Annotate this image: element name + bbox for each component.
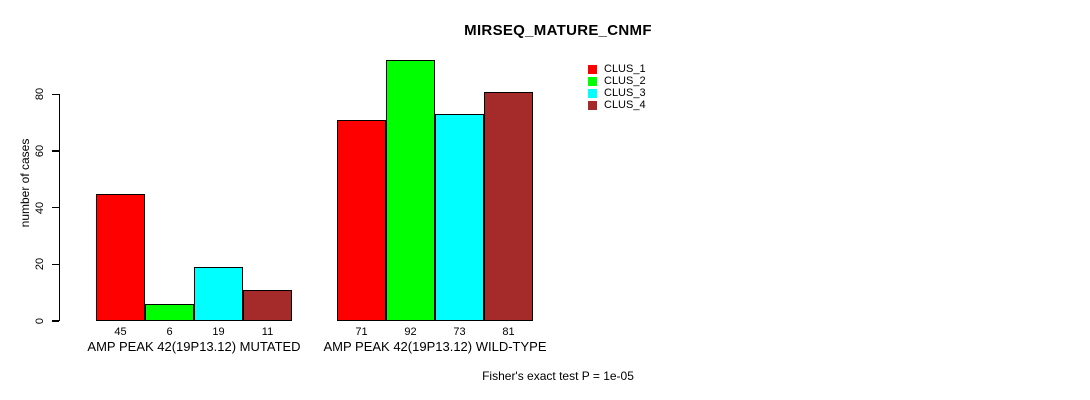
bar-value-label: 45	[114, 326, 127, 338]
bar-clus_2-group1	[145, 304, 194, 321]
bar-value-label: 92	[404, 326, 417, 338]
legend-item: CLUS_2	[588, 75, 646, 87]
bar-clus_2-group2	[386, 60, 435, 321]
bar-value-label: 6	[166, 326, 173, 338]
y-tick-label: 40	[34, 201, 46, 214]
legend-item: CLUS_1	[588, 63, 646, 75]
y-tick-label: 20	[34, 258, 46, 271]
legend-label: CLUS_4	[604, 99, 646, 111]
bar-clus_4-group1	[243, 289, 292, 321]
stat-annotation: Fisher's exact test P = 1e-05	[482, 369, 634, 383]
y-tick	[51, 150, 59, 152]
bar-clus_3-group2	[435, 114, 484, 321]
bar-clus_3-group1	[194, 267, 243, 321]
y-tick	[51, 263, 59, 266]
category-label: AMP PEAK 42(19P13.12) WILD-TYPE	[323, 339, 547, 354]
y-tick	[51, 93, 59, 96]
bar-clus_1-group1	[96, 193, 145, 321]
bar-value-label: 11	[261, 326, 274, 338]
legend-swatch-clus_4	[588, 100, 597, 110]
legend: CLUS_1 CLUS_2 CLUS_3 CLUS_4	[588, 63, 646, 111]
y-tick	[51, 320, 59, 322]
bar-clus_1-group2	[337, 119, 386, 321]
y-axis-line	[58, 94, 60, 321]
legend-item: CLUS_4	[588, 99, 646, 111]
legend-swatch-clus_2	[588, 76, 597, 86]
y-tick	[51, 206, 59, 209]
bar-value-label: 71	[355, 326, 368, 338]
legend-item: CLUS_3	[588, 87, 646, 99]
bar-clus_4-group2	[484, 91, 533, 321]
bar-value-label: 73	[453, 326, 466, 338]
y-tick-label: 60	[34, 144, 46, 158]
legend-label: CLUS_1	[604, 63, 646, 75]
y-axis-label: number of cases	[18, 138, 32, 228]
category-label: AMP PEAK 42(19P13.12) MUTATED	[87, 339, 301, 354]
chart-title: MIRSEQ_MATURE_CNMF	[464, 22, 652, 39]
legend-label: CLUS_2	[604, 75, 646, 87]
legend-label: CLUS_3	[604, 87, 646, 99]
legend-swatch-clus_3	[588, 88, 597, 98]
legend-swatch-clus_1	[588, 64, 597, 74]
bar-value-label: 19	[212, 326, 225, 338]
y-tick-label: 0	[34, 317, 46, 325]
bar-value-label: 81	[502, 326, 515, 338]
y-tick-label: 80	[34, 88, 46, 101]
